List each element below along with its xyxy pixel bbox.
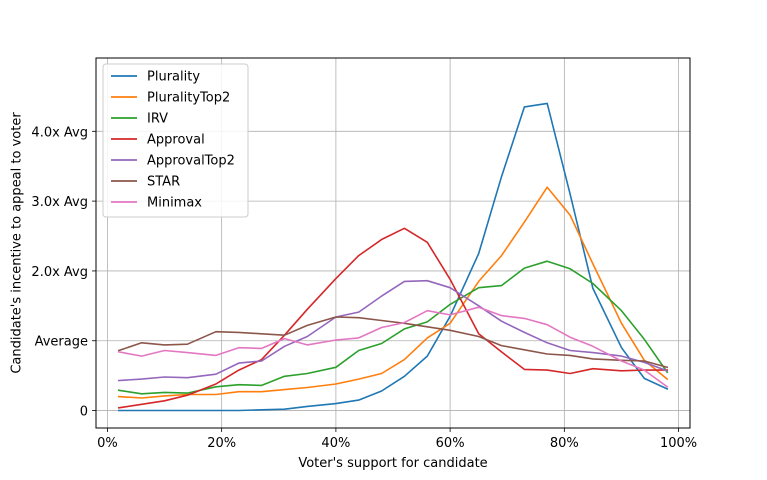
legend-label: Minimax (147, 196, 202, 211)
y-tick-label: 0 (80, 405, 88, 420)
plot-frame (95, 57, 691, 429)
x-tick-label: 40% (321, 436, 350, 451)
legend-box (102, 63, 249, 218)
legend-label: IRV (147, 112, 168, 127)
x-tick-label: 60% (436, 436, 465, 451)
legend-label: Approval (147, 133, 205, 148)
series-line-plurality (118, 102, 669, 412)
series-line-pluralitytop2 (117, 186, 669, 399)
y-axis-title: Candidate's incentive to appeal to voter (10, 112, 25, 374)
x-tick-label: 20% (207, 436, 236, 451)
y-tick-label: 4.0x Avg (31, 125, 88, 140)
series-line-irv (117, 260, 669, 395)
x-tick-label: 100% (660, 436, 697, 451)
y-tick-label: 3.0x Avg (31, 195, 88, 210)
series-line-minimax (117, 306, 669, 388)
x-tick-label: 0% (97, 436, 118, 451)
x-axis-title: Voter's support for candidate (298, 456, 487, 471)
axis-ticks: 0% 20% 40% 60% 80% 100% 0 Average 2.0x Avg 3.0x A… (31, 125, 697, 451)
series-line-star (117, 316, 669, 369)
legend-label: STAR (147, 175, 180, 190)
legend-label: PluralityTop2 (147, 91, 230, 106)
series-lines (117, 102, 669, 412)
x-tick-label: 80% (550, 436, 579, 451)
series-line-approval (117, 227, 669, 409)
y-tick-label: 2.0x Avg (31, 265, 88, 280)
y-tick-label: Average (35, 335, 88, 350)
legend-label: ApprovalTop2 (147, 154, 235, 169)
legend: Plurality PluralityTop2 IRV Approval Approva… (102, 63, 249, 218)
legend-label: Plurality (147, 70, 200, 85)
series-line-approvaltop2 (117, 279, 669, 382)
